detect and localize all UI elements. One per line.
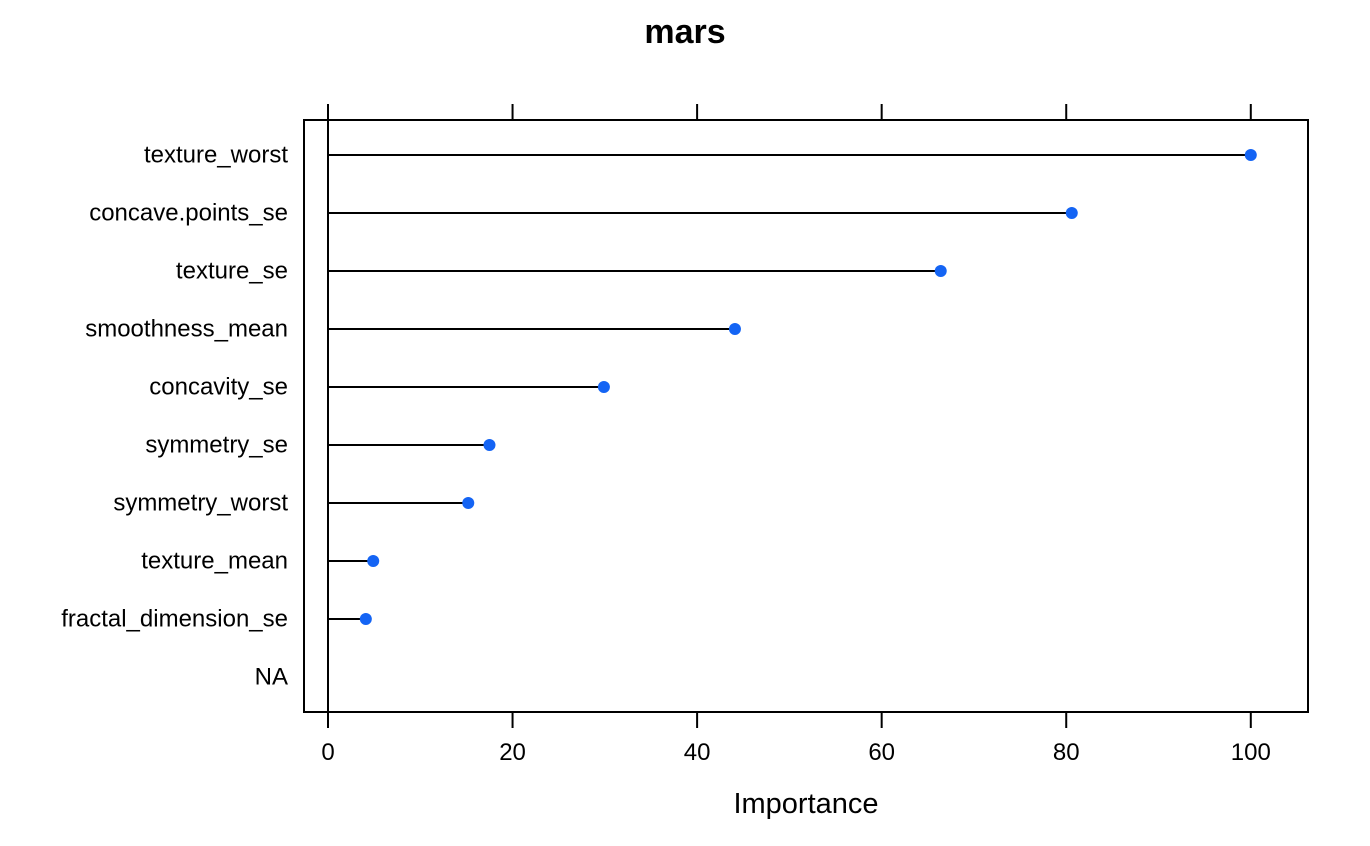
chart-title: mars [644, 13, 725, 51]
data-point [728, 323, 741, 335]
bottom-axis: 0 20 40 60 80 100 [321, 712, 1271, 766]
category-label: fractal_dimension_se [61, 606, 288, 633]
x-tick-label: 60 [868, 739, 895, 766]
category-label: NA [255, 664, 288, 691]
x-tick-label: 20 [499, 739, 526, 766]
x-tick-label: 40 [684, 739, 711, 766]
category-label: texture_se [176, 258, 288, 285]
x-tick-label: 80 [1053, 739, 1080, 766]
plot-frame [303, 119, 1309, 713]
category-label: concave.points_se [89, 200, 288, 227]
data-point [1244, 149, 1257, 161]
category-label: texture_worst [144, 142, 288, 169]
data-point [597, 381, 610, 393]
data-point [359, 613, 372, 625]
data-marks [327, 149, 1257, 625]
top-axis-ticks [326, 104, 1252, 120]
category-label: texture_mean [141, 548, 288, 575]
x-tick-label: 100 [1231, 739, 1271, 766]
data-point [483, 439, 496, 451]
category-label: symmetry_se [145, 432, 288, 459]
category-labels: texture_worst concave.points_se texture_se… [61, 142, 288, 691]
x-axis-label: Importance [733, 788, 878, 820]
category-label: concavity_se [149, 374, 288, 401]
data-point [367, 555, 380, 567]
x-tick-label: 0 [321, 739, 334, 766]
data-point [462, 497, 475, 509]
data-point [1065, 207, 1078, 219]
data-point [934, 265, 947, 277]
category-label: symmetry_worst [113, 490, 288, 517]
category-label: smoothness_mean [85, 316, 288, 343]
